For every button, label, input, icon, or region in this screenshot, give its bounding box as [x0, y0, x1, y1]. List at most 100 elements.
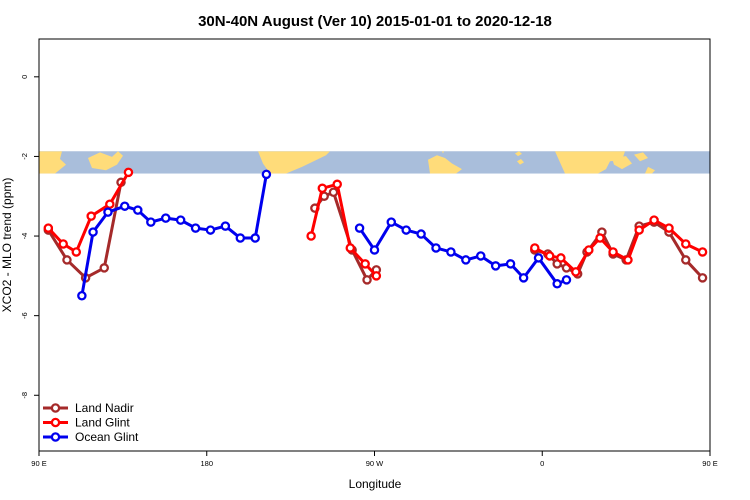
- data-point-land-glint: [317, 183, 328, 194]
- data-point-ocean-glint: [220, 221, 231, 231]
- y-axis-label: XCO2 - MLO trend (ppm): [0, 178, 14, 313]
- data-point-ocean-glint: [505, 259, 516, 269]
- map-landmass: [442, 151, 444, 154]
- map-landmass: [517, 159, 524, 165]
- data-point-ocean-glint: [103, 207, 113, 217]
- data-point-land-glint: [634, 225, 644, 235]
- data-point-ocean-glint: [160, 213, 171, 223]
- data-point-ocean-glint: [416, 229, 426, 239]
- map-landmass: [645, 166, 655, 174]
- data-point-land-glint: [556, 253, 566, 263]
- data-point-ocean-glint: [561, 275, 572, 285]
- x-axis-label: Longitude: [349, 477, 402, 491]
- y-tick-label: -2: [20, 153, 29, 160]
- map-landmass: [612, 156, 632, 170]
- data-point-land-glint: [71, 247, 82, 257]
- y-tick-label: -6: [20, 312, 29, 319]
- data-point-ocean-glint: [190, 223, 201, 233]
- data-point-land-glint: [530, 243, 540, 253]
- data-point-land-glint: [58, 239, 68, 249]
- data-point-ocean-glint: [175, 215, 186, 225]
- x-tick-label: 90 W: [366, 459, 384, 468]
- data-point-land-glint: [584, 245, 594, 255]
- data-point-ocean-glint: [552, 279, 562, 289]
- legend-item-ocean-glint: Ocean Glint: [43, 430, 139, 444]
- data-point-ocean-glint: [205, 225, 216, 235]
- map-land: [39, 151, 655, 174]
- series-line-land-nadir: [534, 220, 704, 279]
- data-point-land-nadir: [697, 273, 708, 283]
- data-point-land-glint: [123, 167, 134, 178]
- x-tick-label: 90 E: [702, 459, 717, 468]
- y-axis: 0 -2 -4 -6 -8: [20, 75, 39, 399]
- series-layer: [43, 167, 708, 301]
- data-point-ocean-glint: [490, 261, 501, 271]
- y-tick-label: 0: [20, 75, 29, 79]
- data-point-ocean-glint: [235, 233, 246, 243]
- map-landmass: [634, 152, 648, 162]
- map-ocean: [39, 151, 710, 174]
- map-landmass: [515, 151, 522, 157]
- data-point-land-glint: [649, 215, 659, 225]
- data-point-ocean-glint: [533, 253, 544, 263]
- data-point-land-glint: [105, 199, 115, 209]
- data-point-land-nadir: [62, 255, 72, 265]
- series-land-glint: [43, 167, 708, 281]
- data-point-ocean-glint: [250, 233, 260, 243]
- data-point-ocean-glint: [431, 243, 441, 253]
- data-point-land-glint: [664, 223, 674, 233]
- data-point-land-nadir: [362, 275, 372, 285]
- map-landmass: [258, 151, 330, 174]
- data-point-ocean-glint: [461, 255, 471, 265]
- data-point-land-glint: [332, 179, 342, 190]
- data-point-land-glint: [681, 239, 691, 249]
- data-point-ocean-glint: [261, 169, 272, 180]
- legend-label-land-glint: Land Glint: [75, 416, 130, 430]
- data-point-land-glint: [544, 251, 555, 261]
- data-point-land-glint: [345, 243, 356, 253]
- map-landmass: [555, 151, 625, 174]
- legend-item-land-glint: Land Glint: [43, 416, 130, 430]
- data-point-ocean-glint: [77, 291, 87, 301]
- legend-label-ocean-glint: Ocean Glint: [75, 430, 139, 444]
- map-landmass: [39, 151, 66, 174]
- data-point-ocean-glint: [119, 201, 130, 211]
- map-landmass: [88, 151, 123, 171]
- data-point-land-glint: [595, 233, 605, 243]
- legend-label-land-nadir: Land Nadir: [75, 401, 134, 415]
- y-tick-label: -4: [20, 233, 29, 240]
- data-point-ocean-glint: [354, 223, 365, 233]
- data-point-land-glint: [608, 247, 618, 257]
- data-point-ocean-glint: [518, 273, 529, 283]
- data-point-ocean-glint: [386, 217, 397, 227]
- data-point-land-glint: [43, 223, 54, 233]
- data-point-land-glint: [697, 247, 708, 257]
- data-point-land-glint: [306, 231, 316, 241]
- series-ocean-glint: [77, 169, 572, 301]
- x-tick-label: 0: [540, 459, 544, 468]
- x-tick-label: 90 E: [31, 459, 46, 468]
- data-point-ocean-glint: [146, 217, 156, 227]
- data-point-land-glint: [623, 255, 633, 265]
- x-tick-label: 180: [200, 459, 213, 468]
- data-point-land-glint: [371, 271, 382, 281]
- data-point-ocean-glint: [369, 245, 380, 255]
- data-point-land-nadir: [99, 263, 109, 273]
- data-point-land-glint: [360, 259, 370, 269]
- chart-title: 30N-40N August (Ver 10) 2015-01-01 to 20…: [198, 13, 552, 30]
- data-point-ocean-glint: [133, 205, 143, 215]
- data-point-ocean-glint: [475, 251, 486, 261]
- data-point-land-glint: [571, 267, 581, 277]
- series-land-nadir: [43, 177, 708, 285]
- data-point-ocean-glint: [88, 227, 98, 237]
- x-axis: 90 E 180 90 W 0 90 E: [31, 451, 718, 468]
- data-point-land-glint: [86, 211, 96, 221]
- data-point-ocean-glint: [401, 225, 411, 235]
- legend: Land Nadir Land Glint Ocean Glint: [43, 401, 139, 444]
- data-point-ocean-glint: [446, 247, 456, 257]
- map-landmass: [428, 155, 462, 174]
- data-point-land-nadir: [328, 187, 339, 198]
- legend-item-land-nadir: Land Nadir: [43, 401, 134, 415]
- world-map-band: [39, 151, 710, 174]
